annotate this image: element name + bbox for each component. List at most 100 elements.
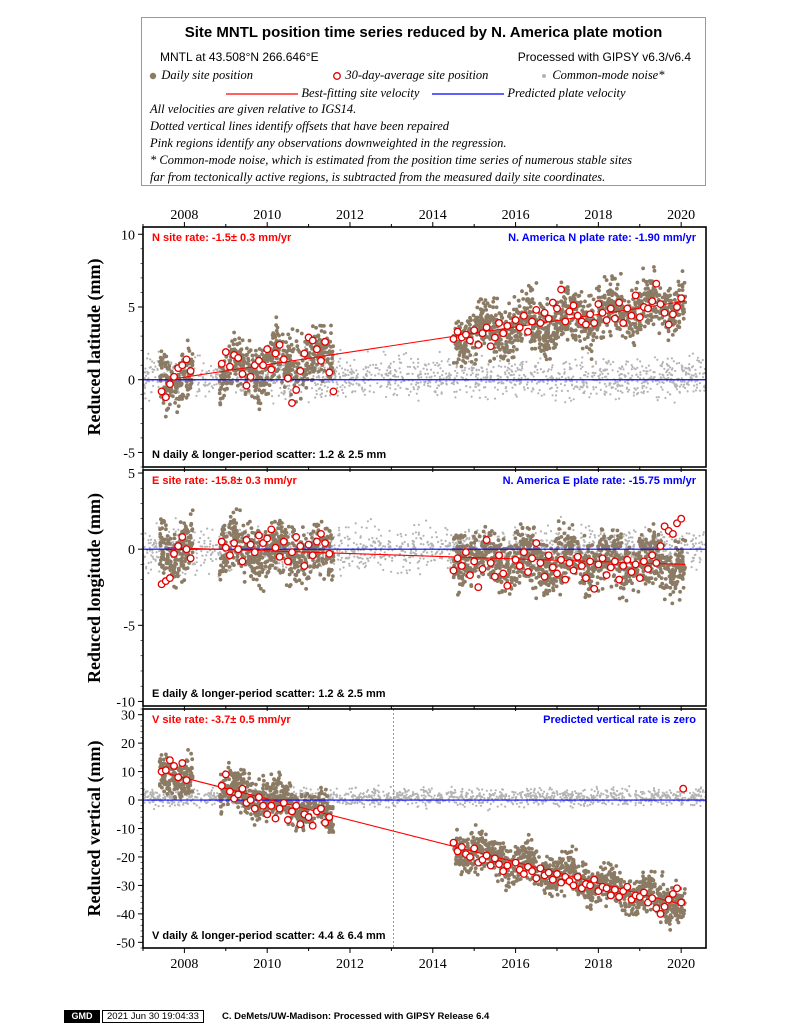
noise-point	[525, 383, 529, 386]
noise-point	[152, 541, 156, 545]
noise-point	[340, 542, 343, 545]
noise-point	[337, 534, 340, 537]
noise-point	[522, 373, 526, 376]
daily-point	[504, 342, 508, 347]
noise-point	[625, 539, 628, 542]
noise-point	[446, 528, 449, 531]
daily-point	[517, 304, 522, 309]
daily-point	[286, 332, 291, 337]
noise-point	[440, 392, 443, 395]
average-point	[644, 304, 652, 313]
daily-point	[584, 345, 589, 350]
daily-point	[508, 316, 513, 321]
noise-point	[202, 383, 205, 386]
noise-point	[659, 531, 663, 534]
daily-point	[516, 298, 521, 303]
noise-point	[489, 370, 493, 373]
daily-point	[320, 324, 324, 328]
noise-point	[397, 384, 400, 387]
noise-point	[680, 383, 683, 386]
noise-point	[627, 536, 631, 539]
noise-point	[257, 525, 260, 528]
noise-point	[452, 541, 455, 544]
noise-point	[618, 366, 621, 370]
noise-point	[378, 544, 381, 547]
noise-point	[145, 567, 148, 570]
daily-point	[239, 382, 243, 386]
noise-point	[395, 544, 398, 547]
noise-point	[587, 525, 591, 528]
noise-point	[570, 384, 574, 387]
daily-point	[578, 303, 582, 308]
daily-point	[618, 314, 622, 319]
noise-point	[420, 376, 423, 379]
noise-point	[280, 368, 283, 371]
noise-point	[337, 554, 340, 557]
noise-point	[678, 391, 682, 394]
noise-point	[449, 561, 452, 564]
noise-point	[427, 384, 430, 387]
noise-point	[636, 358, 639, 361]
noise-point	[624, 543, 627, 546]
noise-point	[356, 565, 359, 568]
daily-point	[583, 299, 587, 304]
daily-point	[663, 298, 668, 303]
noise-point	[441, 370, 444, 373]
x-tick-label-top: 2016	[502, 208, 530, 223]
noise-point	[645, 372, 648, 375]
noise-point	[281, 565, 285, 568]
noise-point	[642, 390, 646, 393]
average-point	[221, 348, 230, 357]
noise-point	[241, 389, 245, 392]
daily-point	[158, 532, 163, 536]
daily-point	[530, 339, 535, 343]
daily-point	[604, 278, 609, 282]
noise-point	[147, 542, 150, 545]
noise-point	[520, 365, 524, 368]
daily-point	[621, 314, 626, 319]
noise-point	[450, 382, 453, 385]
noise-point	[212, 369, 215, 372]
noise-point	[385, 385, 389, 388]
noise-point	[497, 535, 500, 538]
noise-point	[680, 542, 683, 545]
noise-point	[429, 385, 432, 388]
noise-point	[600, 370, 603, 373]
noise-point	[338, 568, 342, 571]
noise-point	[554, 399, 557, 402]
noise-point	[323, 384, 326, 388]
daily-point	[481, 301, 486, 305]
noise-point	[397, 354, 400, 357]
daily-point	[173, 401, 178, 405]
noise-point	[324, 394, 327, 398]
daily-point	[468, 353, 473, 357]
noise-point	[158, 549, 161, 553]
daily-point	[288, 367, 293, 372]
noise-point	[565, 360, 568, 364]
daily-point	[550, 333, 555, 337]
noise-point	[685, 382, 689, 385]
noise-point	[215, 558, 218, 561]
daily-point	[682, 280, 687, 285]
noise-point	[628, 388, 631, 391]
noise-point	[304, 346, 307, 349]
noise-point	[678, 537, 681, 540]
noise-point	[356, 555, 359, 558]
average-point	[557, 285, 566, 294]
daily-point	[672, 298, 677, 302]
noise-point	[355, 382, 358, 385]
noise-point	[440, 539, 443, 542]
daily-point	[258, 381, 262, 385]
average-point	[317, 356, 325, 365]
daily-point	[464, 355, 469, 360]
noise-point	[593, 534, 596, 537]
noise-point	[362, 544, 365, 547]
noise-point	[551, 377, 555, 380]
noise-point	[422, 534, 425, 537]
noise-point	[158, 538, 161, 541]
noise-point	[634, 388, 637, 391]
noise-point	[154, 376, 157, 379]
noise-point	[271, 395, 274, 398]
average-point	[565, 307, 574, 316]
daily-point	[625, 318, 630, 322]
